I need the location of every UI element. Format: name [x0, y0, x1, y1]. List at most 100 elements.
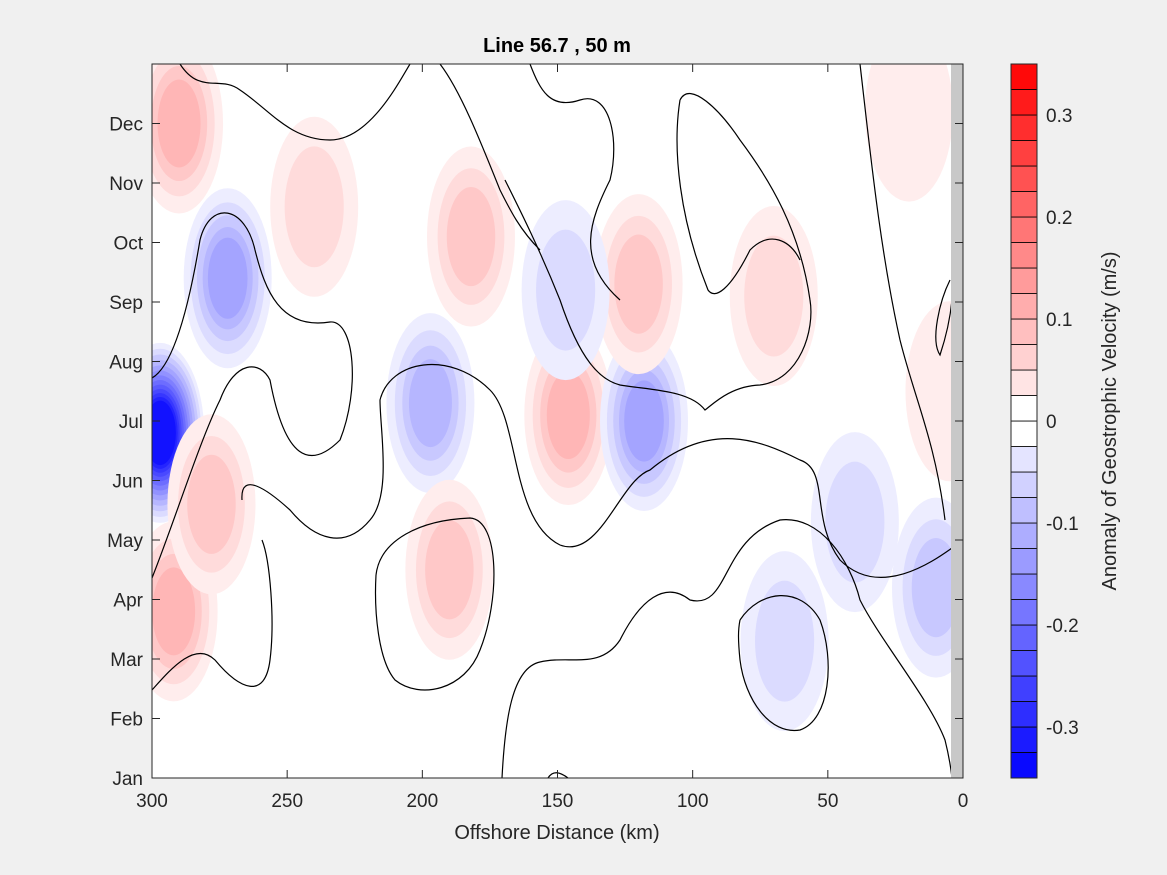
x-tick-label: 0: [958, 791, 969, 812]
colorbar-band: [1010, 420, 1038, 447]
x-tick-label: 150: [542, 791, 574, 812]
zero-contour: [529, 64, 621, 301]
y-tick-label: Aug: [109, 353, 143, 374]
colorbar-band: [1010, 624, 1038, 651]
y-tick-label: Jan: [112, 769, 143, 790]
colorbar-band: [1010, 548, 1038, 575]
zero-contour-lines: [152, 64, 953, 778]
anomaly-patch: [864, 64, 953, 202]
colorbar-band: [1010, 701, 1038, 728]
zero-contour: [676, 99, 801, 295]
colorbar-band: [1010, 344, 1038, 371]
y-tick-label: Nov: [109, 174, 143, 195]
contour-band: [905, 301, 963, 482]
contour-band: [408, 359, 452, 448]
colorbar-tick-label: 0.1: [1046, 310, 1072, 331]
zero-contour: [501, 519, 953, 778]
anomaly-patch: [167, 414, 256, 595]
colorbar-ticks: -0.3 -0.2 -0.1 0 0.1 0.2 0.3: [1046, 106, 1079, 739]
zero-contour: [547, 772, 569, 778]
zero-contour: [737, 595, 829, 731]
colorbar-band: [1010, 752, 1038, 779]
colorbar-tick-label: 0.2: [1046, 208, 1072, 229]
colorbar-band: [1010, 267, 1038, 294]
contour-band: [744, 235, 804, 357]
contour-band: [152, 567, 196, 656]
colorbar-tick-label: -0.2: [1046, 616, 1079, 637]
anomaly-patch: [600, 331, 689, 511]
anomaly-patch: [521, 200, 610, 381]
y-tick-label: Apr: [113, 591, 143, 612]
contour-band: [152, 400, 176, 466]
chart-title: Line 56.7 , 50 m: [483, 35, 631, 57]
anomaly-patch: [270, 116, 359, 297]
zero-contour: [241, 364, 953, 578]
contour-band: [446, 186, 496, 287]
colorbar-tick-label: 0.3: [1046, 106, 1072, 127]
contour-band: [284, 146, 344, 268]
colorbar-band: [1010, 191, 1038, 218]
y-tick-label: May: [107, 531, 143, 552]
y-tick-label: Jul: [119, 412, 143, 433]
colorbar-tick-label: -0.1: [1046, 514, 1079, 535]
colorbar-band: [1010, 726, 1038, 753]
contour-band: [825, 461, 885, 583]
zero-contour: [504, 93, 812, 411]
y-axis: Jan Feb Mar Apr May Jun Jul Aug Sep Oct Nov Dec: [107, 115, 963, 790]
y-tick-label: Oct: [113, 234, 143, 255]
colorbar-band: [1010, 216, 1038, 243]
y-tick-label: Jun: [112, 472, 143, 493]
anomaly-field: [152, 64, 963, 732]
zero-contour: [439, 64, 541, 251]
colorbar-band: [1010, 573, 1038, 600]
zero-contour: [152, 212, 353, 579]
zero-contour: [152, 539, 273, 691]
colorbar-band: [1010, 63, 1038, 90]
x-tick-label: 50: [817, 791, 838, 812]
colorbar-tick-label: -0.3: [1046, 718, 1079, 739]
contour-band: [624, 380, 664, 462]
anomaly-patch: [183, 188, 272, 369]
contour-band: [911, 538, 961, 638]
y-tick-label: Sep: [109, 293, 143, 314]
colorbar-band: [1010, 114, 1038, 141]
x-tick-label: 300: [136, 791, 168, 812]
colorbar-tick-label: 0: [1046, 412, 1057, 433]
colorbar-band: [1010, 471, 1038, 498]
colorbar-band: [1010, 446, 1038, 473]
anomaly-patch: [594, 194, 683, 375]
contour-band: [614, 234, 663, 334]
zero-contour: [859, 64, 946, 521]
anomaly-patch: [152, 64, 224, 214]
colorbar-band: [1010, 293, 1038, 320]
colorbar-band: [1010, 650, 1038, 677]
anomaly-patch: [386, 313, 475, 494]
contour-band: [425, 520, 474, 620]
contour-band: [864, 64, 953, 202]
contour-band: [755, 580, 815, 702]
x-tick-label: 200: [406, 791, 438, 812]
colorbar-band: [1010, 140, 1038, 167]
colorbar-band: [1010, 369, 1038, 396]
anomaly-patch: [729, 206, 818, 387]
colorbar-band: [1010, 165, 1038, 192]
anomaly-patch: [891, 497, 963, 678]
contour-band: [157, 79, 201, 168]
zero-contour: [374, 517, 495, 691]
colorbar-band: [1010, 497, 1038, 524]
colorbar: [1010, 63, 1038, 779]
contour-band: [187, 454, 236, 554]
anomaly-patch: [426, 146, 515, 327]
contour-band: [207, 237, 248, 319]
x-axis: 300 250 200 150 100 50 0: [136, 64, 968, 812]
y-tick-label: Mar: [110, 650, 143, 671]
colorbar-band: [1010, 318, 1038, 345]
zero-contour: [179, 64, 411, 141]
colorbar-band: [1010, 242, 1038, 269]
colorbar-band: [1010, 675, 1038, 702]
contour-band: [536, 229, 596, 351]
zero-contour: [935, 279, 953, 357]
colorbar-band: [1010, 599, 1038, 626]
colorbar-band: [1010, 89, 1038, 116]
